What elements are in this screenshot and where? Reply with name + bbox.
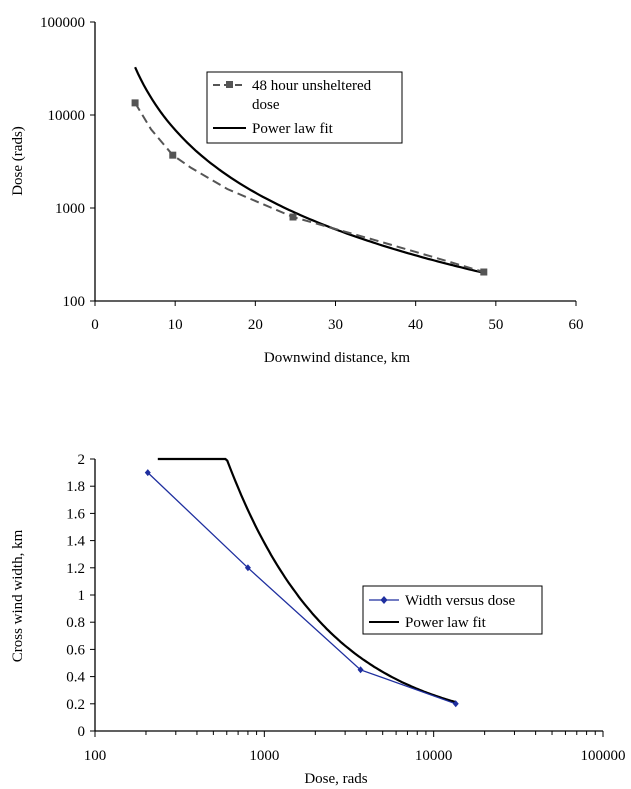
chart-2-tick-labels: 100 1000 10000 100000 0 0.2 0.4 0.6 0.8 1 1.2 1.4 1.… (66, 452, 625, 764)
chart-2-series (144, 457, 459, 708)
chart-1-y-tick-label: 1000 (55, 201, 85, 217)
chart-2-x-tick-label: 100 (84, 748, 107, 764)
chart-2-ylabel: Cross wind width, km (10, 529, 26, 662)
chart-1-series (131, 66, 488, 276)
chart-1-y-tick-label: 10000 (48, 108, 86, 124)
chart-1-legend-box (206, 71, 403, 144)
chart-1-axes (90, 21, 577, 306)
chart-2-y-tick-label: 0.4 (66, 670, 85, 686)
chart-2-legend: Width versus dose Power law fit (362, 585, 543, 635)
chart-2-y-tick-label: 1 (78, 588, 86, 604)
chart-1-y-tick-label: 100000 (40, 15, 85, 31)
chart-1-tick-labels: 0 10 20 30 40 50 60 100 1000 10000 100000 (40, 15, 584, 333)
chart-1-x-tick-label: 30 (328, 317, 343, 333)
chart-1-dose-point (289, 213, 297, 221)
chart-2-y-tick-label: 0.2 (66, 697, 85, 713)
chart-2-legend-marker-width (380, 596, 388, 604)
chart-2-width-point (357, 666, 364, 674)
chart-1: 0 10 20 30 40 50 60 100 1000 10000 100000 Downwind… (10, 15, 584, 366)
chart-1-dose-line (134, 102, 485, 273)
chart-1-dose-point (480, 268, 488, 276)
chart-1-legend-label-dose-line1: 48 hour unsheltered (252, 78, 372, 94)
chart-2-xlabel: Dose, rads (304, 771, 367, 787)
chart-1-legend: 48 hour unsheltered dose Power law fit (206, 71, 403, 144)
chart-1-legend-label-fit: Power law fit (252, 121, 334, 137)
chart-2-width-line (147, 472, 456, 705)
chart-2-legend-label-width: Width versus dose (405, 593, 516, 609)
chart-1-x-tick-label: 0 (91, 317, 99, 333)
chart-2: 100 1000 10000 100000 0 0.2 0.4 0.6 0.8 1 1.2 1.4 1.… (10, 452, 626, 787)
chart-2-axes (90, 458, 604, 737)
chart-2-y-tick-label: 0.6 (66, 642, 85, 658)
chart-1-ylabel: Dose (rads) (10, 126, 26, 196)
chart-1-legend-label-dose-line2: dose (252, 97, 280, 113)
chart-2-legend-box (362, 585, 543, 635)
chart-1-x-tick-label: 10 (168, 317, 183, 333)
chart-1-dose-point (131, 99, 139, 107)
chart-2-y-tick-label: 2 (78, 452, 86, 468)
chart-2-y-tick-label: 0.8 (66, 615, 85, 631)
chart-2-x-tick-label: 1000 (249, 748, 279, 764)
chart-1-fit-line (134, 66, 485, 274)
chart-2-x-tick-label: 100000 (581, 748, 626, 764)
chart-2-fit-line (157, 457, 457, 704)
chart-1-x-tick-label: 60 (569, 317, 584, 333)
chart-2-y-tick-label: 1.6 (66, 506, 85, 522)
chart-2-legend-label-fit: Power law fit (405, 615, 487, 631)
chart-1-x-tick-label: 20 (248, 317, 263, 333)
chart-1-x-tick-label: 50 (488, 317, 503, 333)
chart-1-x-tick-label: 40 (408, 317, 423, 333)
chart-1-xlabel: Downwind distance, km (264, 350, 411, 366)
chart-2-y-tick-label: 1.4 (66, 534, 85, 550)
chart-2-y-tick-label: 0 (78, 724, 86, 740)
chart-1-y-tick-label: 100 (63, 294, 86, 310)
chart-2-width-point (452, 700, 459, 708)
chart-2-width-point (144, 469, 151, 477)
chart-2-x-tick-label: 10000 (415, 748, 453, 764)
chart-2-width-point (244, 564, 251, 572)
chart-2-y-tick-label: 1.2 (66, 561, 85, 577)
chart-1-legend-marker-dose (226, 81, 233, 88)
chart-1-dose-point (169, 151, 177, 159)
chart-2-y-tick-label: 1.8 (66, 479, 85, 495)
